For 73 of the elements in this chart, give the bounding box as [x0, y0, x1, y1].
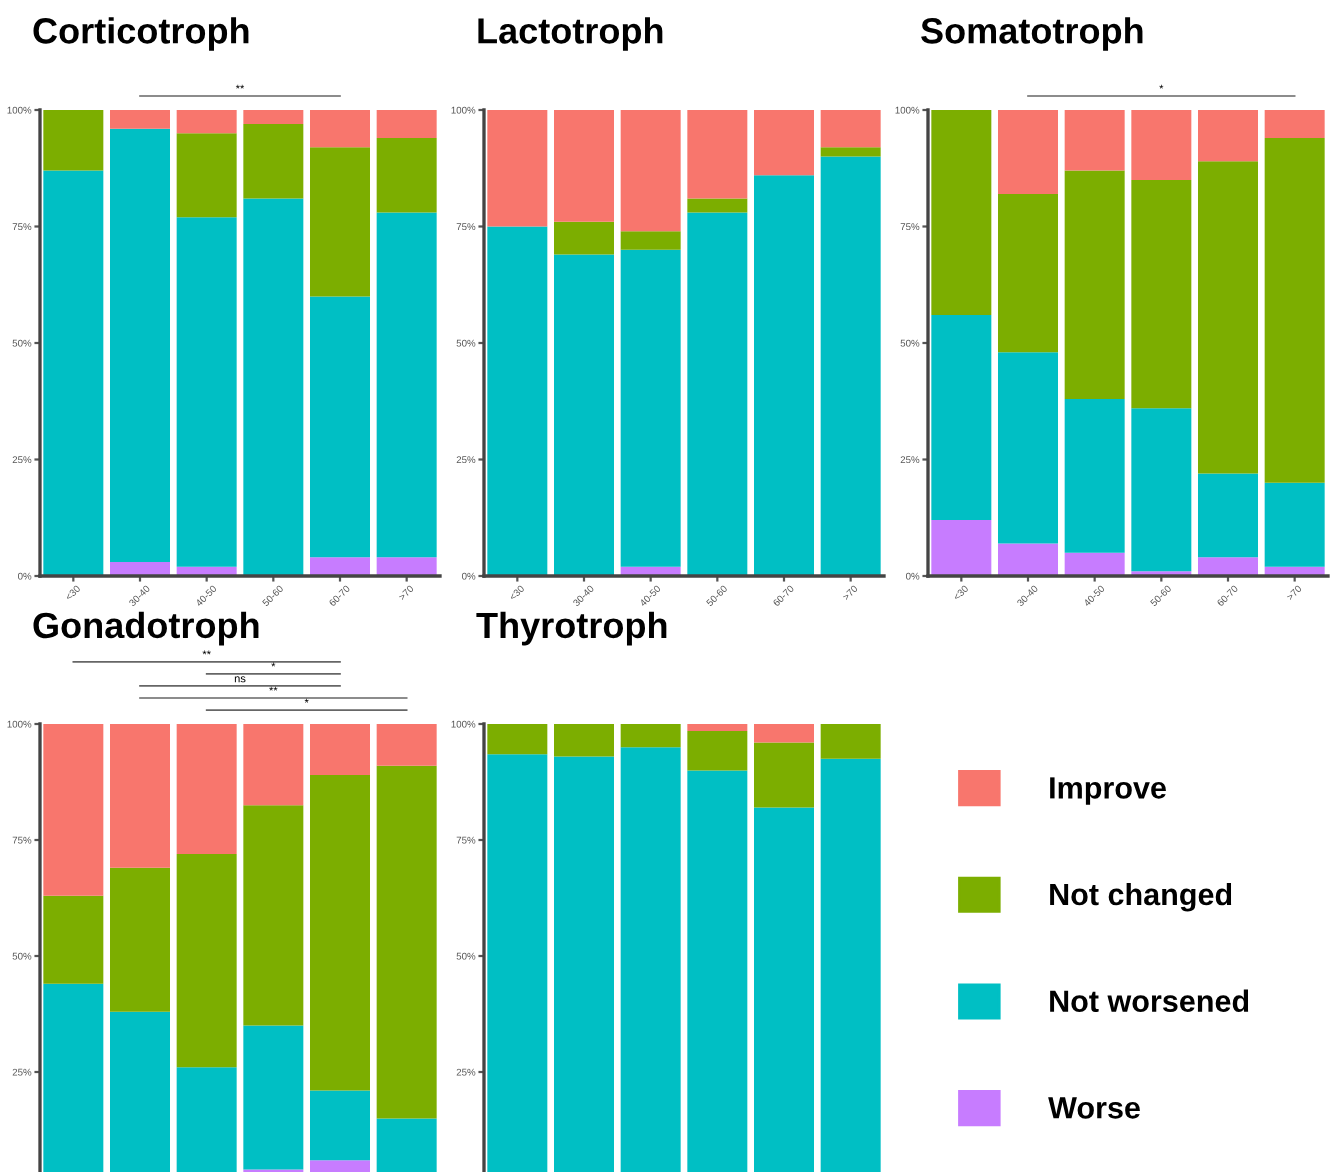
bar: [931, 110, 992, 316]
chart-title: Corticotroph: [33, 17, 249, 51]
legend-label: Improve: [1050, 777, 1166, 805]
chart-title: Somatotroph: [921, 17, 1143, 51]
bar: [1131, 179, 1192, 409]
bar: [1198, 161, 1258, 474]
bar: [243, 805, 304, 1026]
bar: [1064, 110, 1125, 171]
bar: [310, 724, 370, 776]
bar: [176, 110, 237, 134]
bar: [243, 198, 304, 576]
bar: [554, 110, 614, 222]
bar: [687, 198, 748, 213]
legend-label: Worse: [1048, 1097, 1140, 1119]
bar: [687, 110, 748, 199]
bar: [1198, 557, 1258, 576]
bar: [310, 775, 370, 1091]
bar: [43, 170, 104, 576]
bar: [1064, 398, 1125, 553]
bar: [1198, 473, 1258, 558]
bar: [310, 110, 370, 148]
bar: [820, 110, 881, 148]
bar: [110, 110, 170, 129]
bar: [376, 724, 437, 766]
chart-title: Gonadotroph: [33, 611, 259, 646]
bar: [487, 226, 548, 576]
bar: [620, 231, 681, 250]
bar: [310, 296, 370, 558]
bar: [310, 147, 370, 297]
chart-title: Thyrotroph: [476, 611, 667, 646]
bar: [376, 110, 437, 138]
bar: [998, 110, 1058, 194]
bar: [176, 217, 237, 567]
bar: [376, 212, 437, 558]
bar: [243, 724, 304, 806]
bar: [998, 352, 1058, 544]
bar: [43, 724, 104, 896]
chart-title: Lactotroph: [478, 17, 663, 51]
bar: [1264, 482, 1325, 567]
legend-label: Not worsened: [1050, 989, 1249, 1013]
legend-label: Not changed: [1050, 882, 1232, 912]
bar: [243, 1025, 304, 1170]
bar: [310, 557, 370, 576]
bar: [376, 557, 437, 576]
bar: [620, 249, 681, 567]
bar: [754, 175, 814, 576]
bar: [1264, 110, 1325, 138]
bar: [1264, 137, 1325, 483]
bar: [820, 147, 881, 157]
bar: [820, 156, 881, 576]
bar: [243, 110, 304, 124]
bar: [43, 110, 104, 171]
bar: [1131, 408, 1192, 572]
bar: [998, 543, 1058, 576]
bar: [176, 133, 237, 218]
bar: [110, 128, 170, 563]
bar: [998, 193, 1058, 353]
bar: [931, 315, 992, 521]
bar: [243, 123, 304, 199]
bar: [1198, 110, 1258, 162]
bar: [754, 110, 814, 176]
bar: [176, 724, 237, 854]
bar: [487, 110, 548, 227]
bar: [554, 221, 614, 255]
bar: [554, 254, 614, 576]
bar: [1064, 552, 1125, 576]
bar: [687, 212, 748, 576]
bar: [1131, 110, 1192, 180]
bar: [931, 520, 992, 576]
bar: [110, 724, 170, 868]
bar: [376, 137, 437, 213]
bar: [620, 110, 681, 232]
bar: [1064, 170, 1125, 399]
